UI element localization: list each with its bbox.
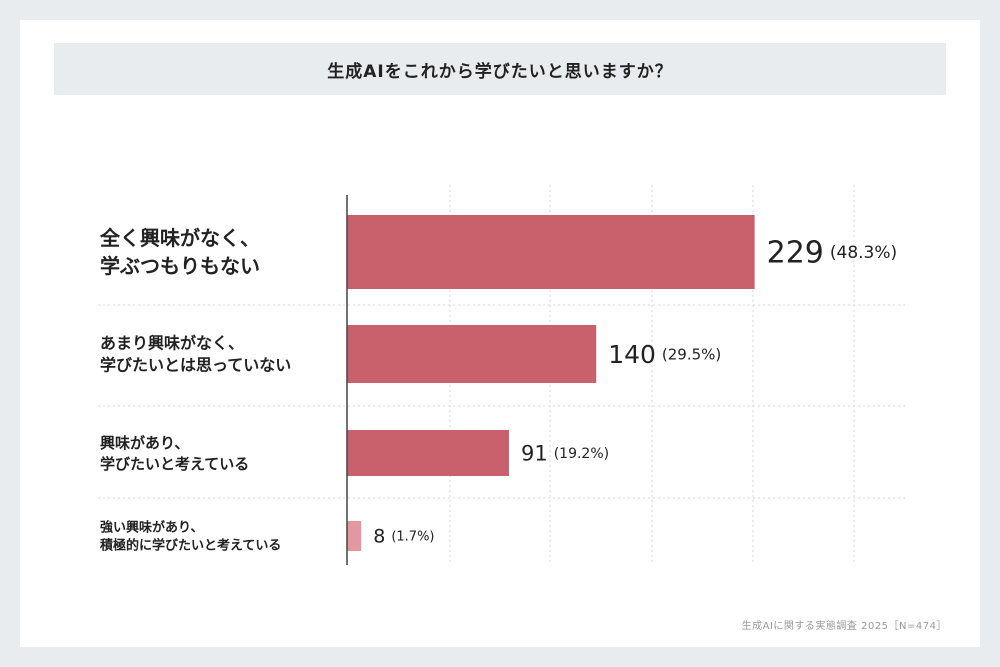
percent-label-1: (48.3%) bbox=[830, 243, 897, 263]
value-label-2: 140 bbox=[608, 340, 656, 369]
category-label-4-line-2: 積極的に学びたいと考えている bbox=[99, 538, 281, 554]
bar-chart: 全く興味がなく、学ぶつもりもない 229 (48.3%)あまり興味がなく、学びたいと… bbox=[98, 185, 905, 565]
bar-4 bbox=[347, 521, 362, 551]
bar-2 bbox=[347, 325, 597, 383]
value-label-1: 229 bbox=[767, 236, 824, 271]
footnote: 生成AIに関する実態調査 2025［N=474］ bbox=[741, 621, 947, 632]
percent-label-3: (19.2%) bbox=[554, 446, 609, 462]
category-label-3-line-2: 学びたいと考えている bbox=[100, 455, 249, 473]
percent-label-2: (29.5%) bbox=[662, 345, 721, 363]
category-label-2-line-2: 学びたいとは思っていない bbox=[100, 356, 291, 375]
category-label-1-line-1: 全く興味がなく、 bbox=[99, 226, 260, 250]
bar-1 bbox=[347, 215, 755, 289]
category-label-1-line-2: 学ぶつもりもない bbox=[100, 254, 260, 278]
category-label-4-line-1: 強い興味があり、 bbox=[100, 520, 203, 536]
chart-card: 生成AIをこれから学びたいと思いますか？ 全く興味がなく、 学ぶつもりもない 229… bbox=[20, 20, 980, 647]
value-label-4: 8 bbox=[373, 526, 385, 548]
chart-title: 生成AIをこれから学びたいと思いますか？ bbox=[54, 43, 946, 95]
percent-label-4: (1.7%) bbox=[391, 530, 434, 545]
value-label-3: 91 bbox=[521, 441, 548, 465]
category-label-2-line-1: あまり興味がなく、 bbox=[100, 334, 244, 353]
bar-3 bbox=[347, 430, 509, 476]
category-label-3-line-1: 興味があり、 bbox=[100, 434, 189, 452]
